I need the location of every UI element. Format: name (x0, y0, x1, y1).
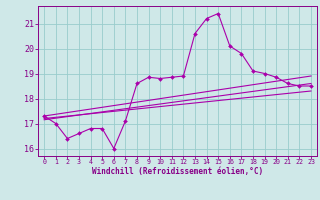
X-axis label: Windchill (Refroidissement éolien,°C): Windchill (Refroidissement éolien,°C) (92, 167, 263, 176)
